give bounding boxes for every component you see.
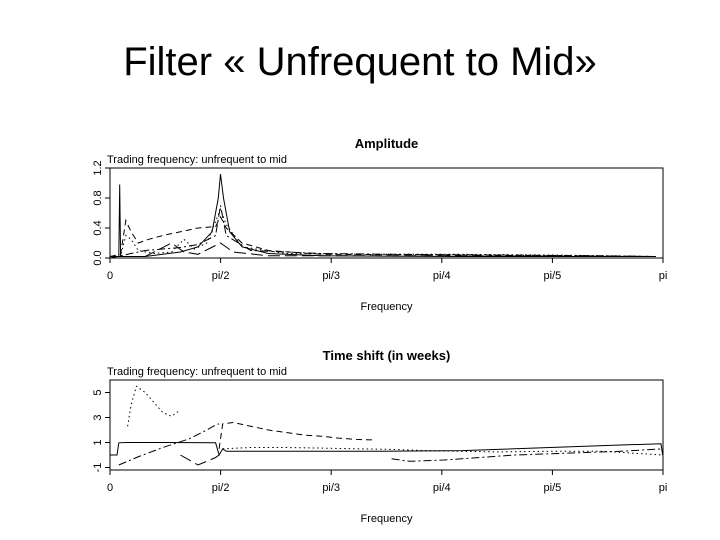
plot-frame (109, 379, 664, 471)
chart-title: Amplitude (355, 136, 419, 151)
y-tick-label: 3 (92, 414, 104, 420)
x-tick-label: pi/3 (322, 270, 340, 282)
y-tick-label: -1 (92, 463, 104, 473)
y-tick-label: 1 (92, 439, 104, 445)
x-tick-label: pi (659, 482, 668, 494)
amplitude-chart-panel: Amplitude Trading frequency: unfrequent t… (50, 128, 670, 323)
series-line-4 (110, 205, 656, 258)
x-tick-label: 0 (107, 270, 113, 282)
x-tick-label: pi/3 (322, 482, 340, 494)
x-tick-label: pi/5 (544, 270, 562, 282)
y-tick-label: 1.2 (92, 160, 104, 175)
x-axis-label: Frequency (361, 513, 413, 525)
series-line-1 (110, 442, 663, 457)
amplitude-chart: Amplitude Trading frequency: unfrequent t… (92, 136, 668, 313)
y-tick-label: 0.4 (92, 220, 104, 235)
chart-title: Time shift (in weeks) (323, 348, 451, 363)
y-tick-label: 5 (92, 389, 104, 395)
chart-subtitle: Trading frequency: unfrequent to mid (107, 154, 287, 166)
time-shift-chart: Time shift (in weeks) Trading frequency: … (92, 348, 668, 525)
series-line-4 (118, 423, 220, 466)
x-tick-label: pi/2 (212, 482, 230, 494)
x-tick-label: pi/2 (212, 270, 230, 282)
x-tick-label: 0 (107, 482, 113, 494)
x-tick-label: pi/4 (433, 482, 451, 494)
y-tick-label: 0.8 (92, 190, 104, 205)
series-line-2 (110, 215, 656, 257)
series-line-1 (110, 173, 656, 257)
time-shift-chart-panel: Time shift (in weeks) Trading frequency: … (50, 340, 670, 535)
series-line-7 (180, 454, 220, 466)
x-axis-label: Frequency (361, 301, 413, 313)
x-tick-label: pi/5 (544, 482, 562, 494)
x-tick-label: pi (659, 270, 668, 282)
series-line-5 (110, 242, 656, 257)
series-line-3 (110, 207, 656, 257)
slide-title: Filter « Unfrequent to Mid» (123, 40, 597, 84)
series-line-3 (218, 421, 375, 449)
series-line-2 (127, 385, 181, 427)
plot-frame (109, 167, 664, 259)
chart-subtitle: Trading frequency: unfrequent to mid (107, 366, 287, 378)
series-line-6 (391, 448, 663, 462)
y-tick-label: 0.0 (92, 250, 104, 265)
x-tick-label: pi/4 (433, 270, 451, 282)
